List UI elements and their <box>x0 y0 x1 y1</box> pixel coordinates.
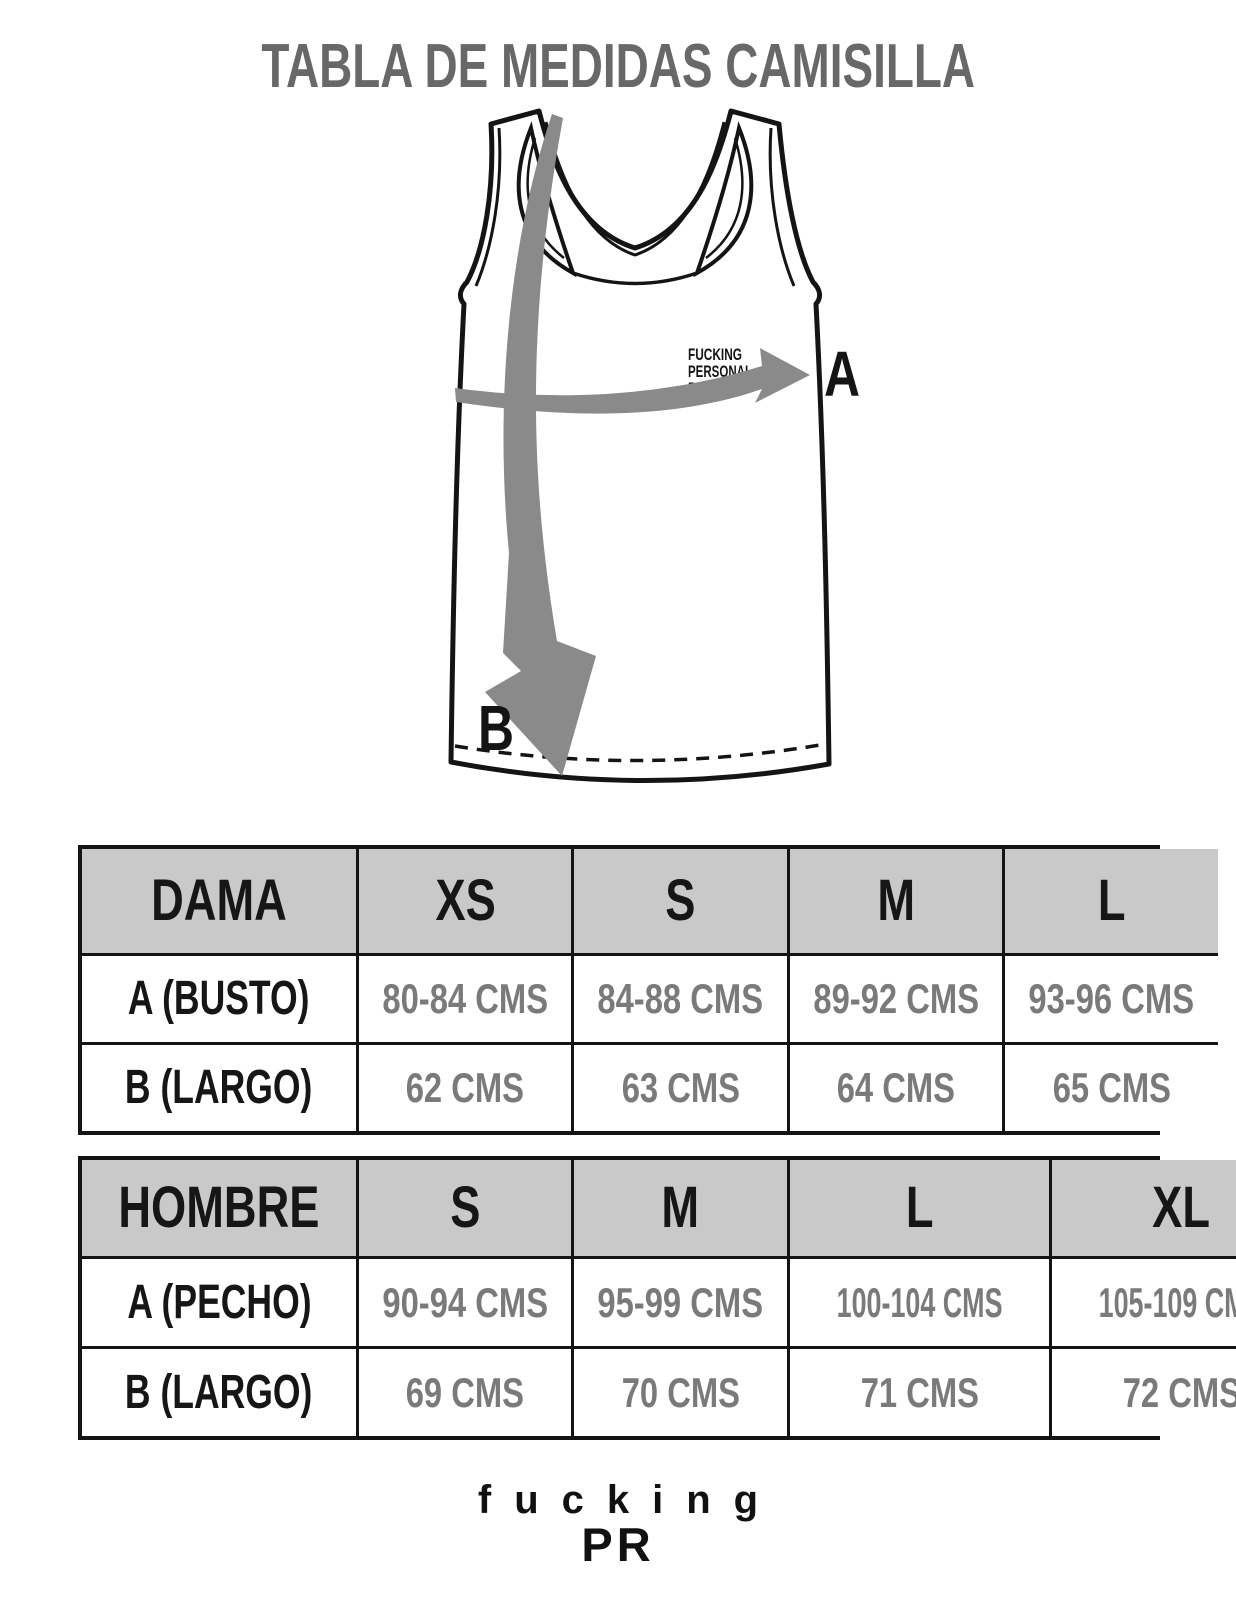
cell-text: 100-104 CMS <box>836 1278 1003 1326</box>
cell-text: DAMA <box>151 868 287 933</box>
value-cell: 63 CMS <box>571 1042 787 1131</box>
cell-text: 89-92 CMS <box>813 975 979 1022</box>
armhole-binding-left <box>474 127 502 287</box>
tank-top-illustration: FUCKING PERSONAL RECORD A B <box>448 108 860 783</box>
cell-text: 80-84 CMS <box>382 975 549 1022</box>
header-cell: XS <box>356 849 572 953</box>
value-cell: 71 CMS <box>786 1346 1049 1436</box>
hem-dashed-line <box>454 742 827 763</box>
cell-text: 90-94 CMS <box>382 1278 549 1326</box>
header-cell: S <box>356 1160 572 1256</box>
header-cell: L <box>786 1160 1049 1256</box>
cell-text: S <box>665 868 696 933</box>
cell-text: B (LARGO) <box>125 1365 313 1419</box>
cell-text: 71 CMS <box>860 1368 979 1416</box>
cell-text: 69 CMS <box>406 1368 525 1416</box>
hombre-size-table: HOMBRE S M L XL A (PECHO) 90-94 CMS 95-9… <box>78 1156 1236 1440</box>
value-cell: 89-92 CMS <box>786 953 1003 1042</box>
tank-top-diagram: FUCKING PERSONAL RECORD A B <box>400 98 880 822</box>
value-cell: 105-109 CMS <box>1048 1256 1236 1346</box>
value-cell: 62 CMS <box>356 1042 572 1131</box>
neck-binding <box>544 121 726 257</box>
cell-text: 63 CMS <box>621 1064 740 1111</box>
cell-text: 70 CMS <box>621 1368 740 1416</box>
measure-label-a: A <box>824 339 860 410</box>
value-cell: 95-99 CMS <box>571 1256 787 1346</box>
value-cell: 80-84 CMS <box>356 953 572 1042</box>
row-label-cell: A (BUSTO) <box>82 953 356 1042</box>
cell-text: A (PECHO) <box>126 1275 312 1329</box>
row-label-cell: B (LARGO) <box>82 1346 356 1436</box>
header-cell: M <box>786 849 1003 953</box>
brand-wordmark: fucking <box>477 1478 782 1522</box>
cell-text: M <box>661 1175 700 1240</box>
cell-text: 62 CMS <box>406 1064 525 1111</box>
cell-text: 105-109 CMS <box>1098 1278 1236 1326</box>
racerback-right-binding <box>705 137 744 259</box>
header-cell: L <box>1002 849 1218 953</box>
cell-text: XS <box>435 868 496 933</box>
dama-size-table: DAMA XS S M L A (BUSTO) 80-84 CMS 84-88 … <box>78 845 1218 1135</box>
cell-text: 84-88 CMS <box>597 975 764 1022</box>
cell-text: L <box>905 1175 934 1240</box>
value-cell: 84-88 CMS <box>571 953 787 1042</box>
chest-print-line-1: FUCKING <box>688 345 742 364</box>
value-cell: 64 CMS <box>786 1042 1003 1131</box>
header-cell: DAMA <box>82 849 356 953</box>
cell-text: M <box>877 868 915 933</box>
brand-logo-pr: PR <box>581 1518 655 1571</box>
value-cell: 70 CMS <box>571 1346 787 1436</box>
cell-text: 93-96 CMS <box>1028 975 1195 1022</box>
value-cell: 100-104 CMS <box>786 1256 1049 1346</box>
page-title: TABLA DE MEDIDAS CAMISILLA <box>0 36 1236 98</box>
armhole-binding-right <box>768 127 796 287</box>
cell-text: XL <box>1152 1175 1211 1240</box>
value-cell: 65 CMS <box>1002 1042 1218 1131</box>
header-cell: XL <box>1048 1160 1236 1256</box>
page-title-text: TABLA DE MEDIDAS CAMISILLA <box>261 32 975 101</box>
cell-text: L <box>1097 868 1126 933</box>
cell-text: HOMBRE <box>118 1175 320 1240</box>
measure-arrow-a <box>455 348 810 414</box>
cell-text: 65 CMS <box>1052 1064 1171 1111</box>
value-cell: 90-94 CMS <box>356 1256 572 1346</box>
header-cell: HOMBRE <box>82 1160 356 1256</box>
cell-text: S <box>450 1175 481 1240</box>
cell-text: A (BUSTO) <box>128 972 310 1025</box>
measure-label-b: B <box>478 693 514 764</box>
back-panel-edge <box>572 271 698 286</box>
cell-text: 64 CMS <box>836 1064 956 1111</box>
measure-arrow-b <box>485 114 596 776</box>
row-label-cell: A (PECHO) <box>82 1256 356 1346</box>
header-cell: S <box>571 849 787 953</box>
value-cell: 72 CMS <box>1048 1346 1236 1436</box>
cell-text: 95-99 CMS <box>597 1278 764 1326</box>
cell-text: B (LARGO) <box>125 1061 313 1114</box>
header-cell: M <box>571 1160 787 1256</box>
racerback-right-opening <box>693 121 754 278</box>
value-cell: 93-96 CMS <box>1002 953 1218 1042</box>
row-label-cell: B (LARGO) <box>82 1042 356 1131</box>
value-cell: 69 CMS <box>356 1346 572 1436</box>
cell-text: 72 CMS <box>1122 1368 1236 1416</box>
